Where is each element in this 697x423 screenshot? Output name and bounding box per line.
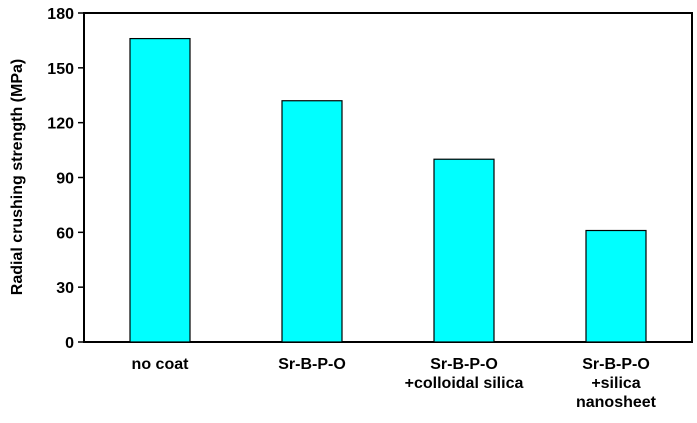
x-category-label: no coat [132,356,190,373]
x-category-label: Sr-B-P-O +colloidal silica [405,356,524,392]
y-tick-label: 180 [47,6,74,23]
x-category-label-line: Sr-B-P-O [278,356,346,373]
bar [433,158,495,343]
x-category-label-line: no coat [132,356,190,373]
x-category-label-line: +silica [591,375,640,392]
x-category-label: Sr-B-P-O [278,356,346,373]
y-axis-title: Radial crushing strength (MPa) [9,59,26,295]
bar [585,229,647,343]
x-category-label-line: +colloidal silica [405,375,524,392]
y-tick-label: 120 [47,116,74,133]
y-axis-ticks: 0 30 60 90 120 150 180 [47,6,84,352]
bar [129,37,191,343]
x-axis-category-labels: no coat Sr-B-P-O Sr-B-P-O +colloidal silica… [132,356,657,411]
y-tick-label: 60 [56,225,74,242]
bars [129,37,647,343]
y-tick-label: 150 [47,61,74,78]
y-tick-label: 0 [65,335,74,352]
x-category-label-line: Sr-B-P-O [430,356,498,373]
x-category-label-line: Sr-B-P-O [582,356,650,373]
x-category-label-line: nanosheet [576,394,657,411]
y-tick-label: 30 [56,280,74,297]
x-category-label: Sr-B-P-O +silica nanosheet [576,356,657,411]
y-tick-label: 90 [56,171,74,188]
bar [281,100,343,343]
